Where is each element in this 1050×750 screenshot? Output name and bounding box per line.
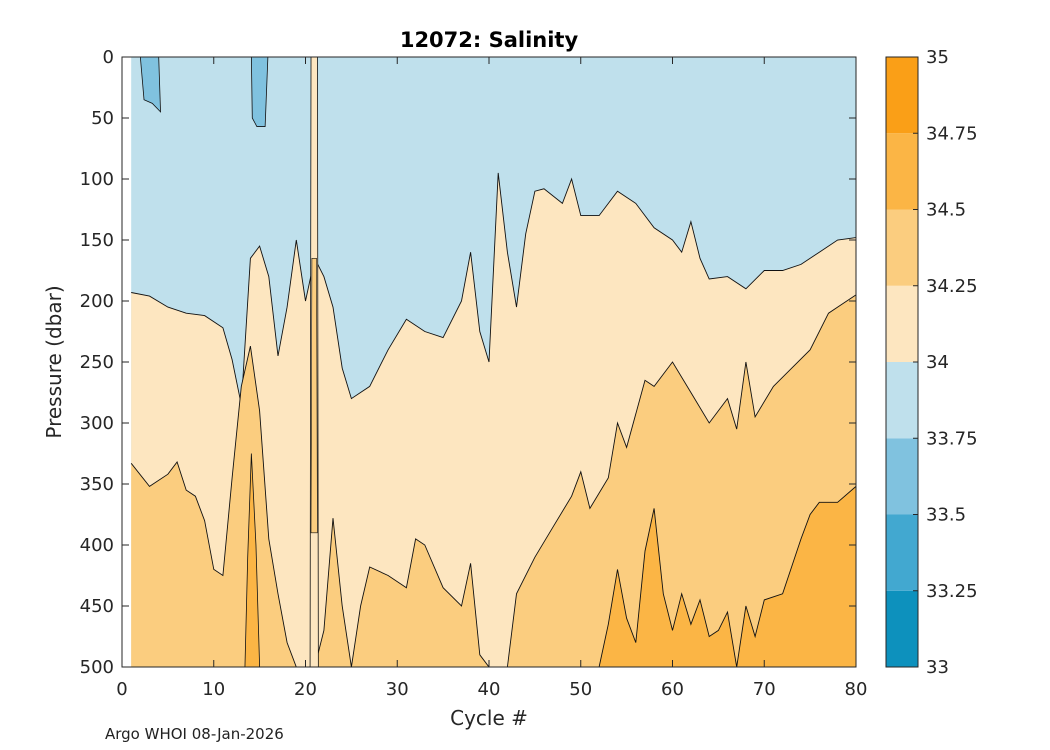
column-34.25-34.5 <box>310 258 318 534</box>
y-tick-label: 350 <box>80 474 114 495</box>
colorbar-segment <box>886 362 918 439</box>
y-tick-label: 150 <box>80 230 114 251</box>
contour-line-34.5 <box>598 486 857 668</box>
colorbar-tick-label: 33 <box>926 657 949 678</box>
y-tick-label: 100 <box>80 169 114 190</box>
colorbar-tick-label: 34 <box>926 352 949 373</box>
band-above-34.5 <box>599 486 856 667</box>
colorbar-tick-label: 33.5 <box>926 505 966 526</box>
colorbar-tick-label: 33.25 <box>926 581 978 602</box>
colorbar-tick-label: 34.75 <box>926 123 978 144</box>
y-tick-label: 500 <box>80 657 114 678</box>
x-tick-label: 50 <box>569 679 592 700</box>
colorbar-segment <box>886 514 918 591</box>
y-tick-label: 450 <box>80 596 114 617</box>
band-above-34.25 <box>131 294 856 667</box>
colorbar-segment <box>886 590 918 667</box>
y-tick-label: 300 <box>80 413 114 434</box>
x-tick-label: 10 <box>202 679 225 700</box>
y-tick-label: 200 <box>80 291 114 312</box>
x-tick-label: 80 <box>845 679 868 700</box>
x-tick-label: 60 <box>661 679 684 700</box>
band-33.5-33.75-patch-b <box>250 56 269 127</box>
colorbar-segment <box>886 285 918 362</box>
x-tick-label: 0 <box>116 679 127 700</box>
y-tick-label: 0 <box>103 47 114 68</box>
colorbar-tick-label: 35 <box>926 47 949 68</box>
footer-credit: Argo WHOI 08-Jan-2026 <box>105 725 284 743</box>
chart-title: 12072: Salinity <box>400 28 579 52</box>
colorbar-segment <box>886 438 918 515</box>
x-axis-label: Cycle # <box>450 706 528 730</box>
x-tick-label: 30 <box>386 679 409 700</box>
y-tick-label: 400 <box>80 535 114 556</box>
colorbar-tick-label: 34.5 <box>926 200 966 221</box>
y-tick-label: 250 <box>80 352 114 373</box>
colorbar-tick-label: 33.75 <box>926 428 978 449</box>
x-tick-label: 20 <box>294 679 317 700</box>
colorbar-segment <box>886 209 918 286</box>
y-tick-label: 50 <box>91 108 114 129</box>
x-tick-label: 40 <box>478 679 501 700</box>
y-axis-label: Pressure (dbar) <box>42 285 66 438</box>
contour-line-34.25 <box>130 294 857 668</box>
contour-line-34 <box>131 172 857 405</box>
x-tick-label: 70 <box>753 679 776 700</box>
colorbar-tick-label: 34.25 <box>926 276 978 297</box>
colorbar-segment <box>886 57 918 134</box>
colorbar-segment <box>886 133 918 210</box>
